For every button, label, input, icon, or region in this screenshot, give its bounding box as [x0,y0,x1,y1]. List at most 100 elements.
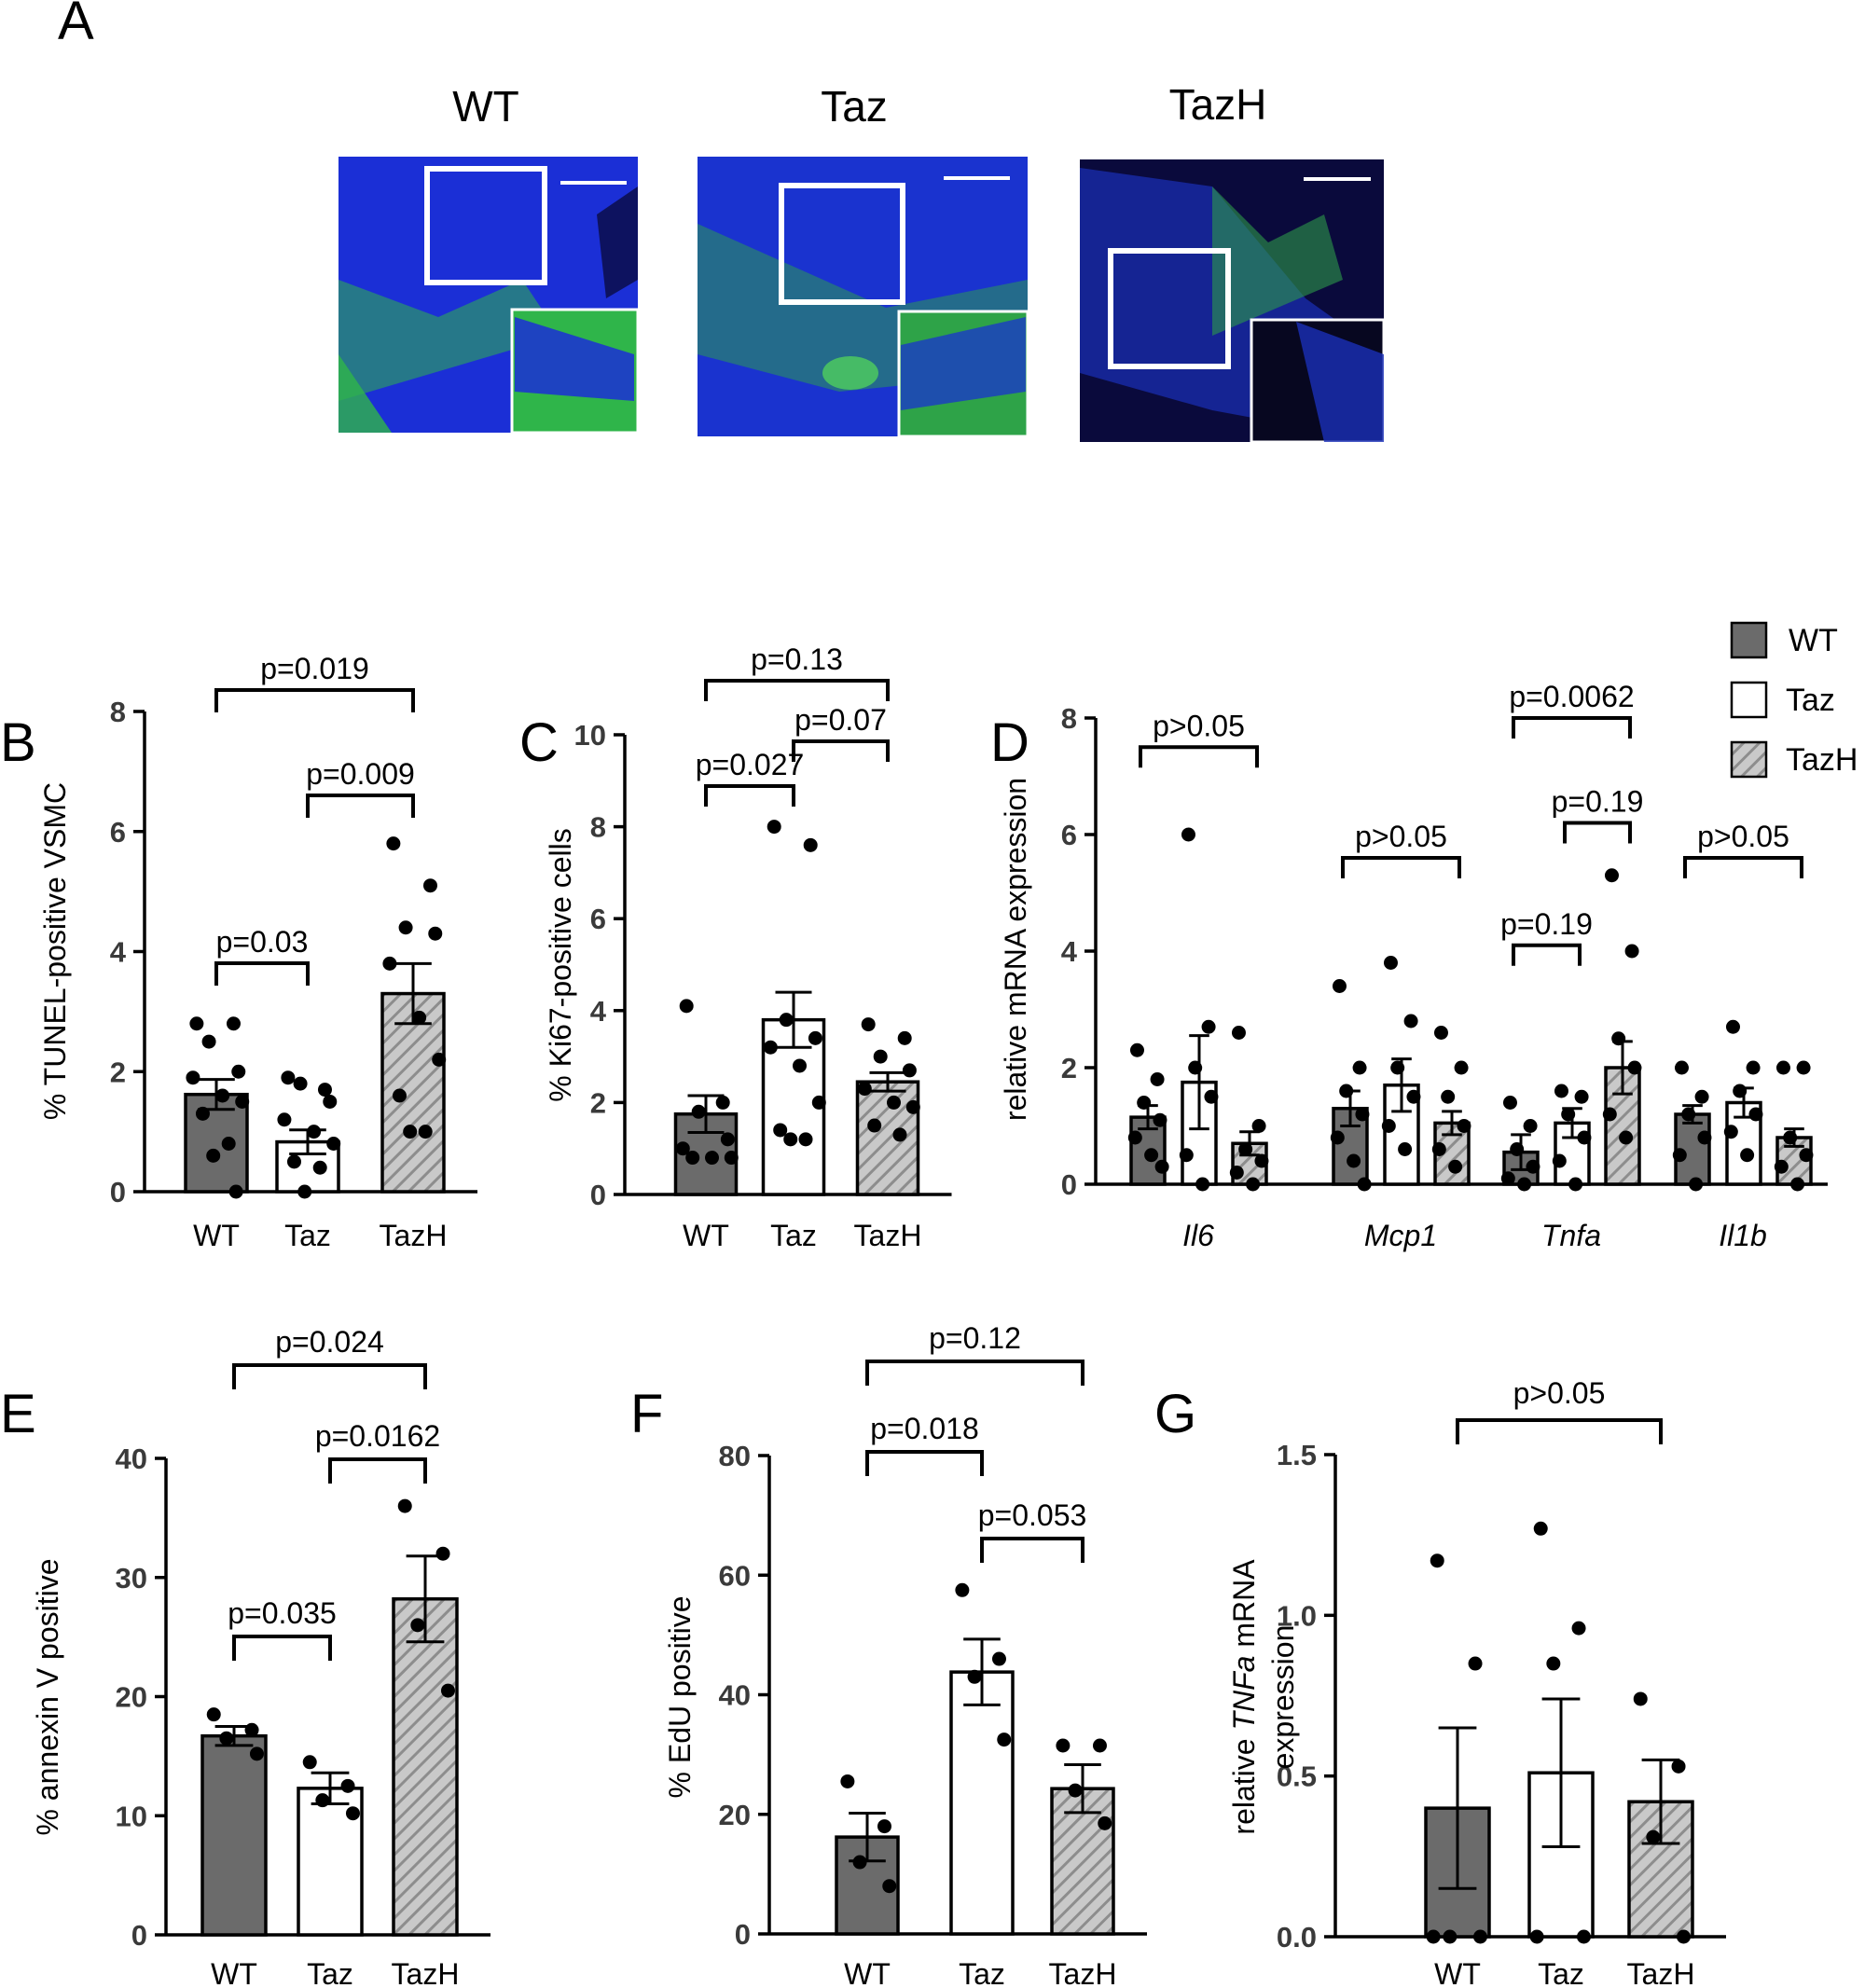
data-point [1330,1130,1345,1145]
y-tick-label: 0.0 [1277,1921,1317,1953]
panel-letter-a: A [58,0,94,51]
data-point [1546,1656,1561,1671]
significance-bracket [980,1537,1084,1563]
data-point [1627,1060,1642,1075]
data-point [1681,1107,1696,1122]
significance-bracket [214,961,310,986]
data-point [440,1683,455,1698]
data-point [852,1855,867,1870]
data-point [1799,1148,1814,1163]
data-point [1472,1929,1487,1944]
data-point [1056,1738,1071,1753]
data-point [1251,1119,1266,1133]
data-point [793,1058,807,1073]
data-point [1510,1142,1525,1156]
data-point [1457,1119,1471,1133]
data-point [312,1160,327,1175]
data-point [1441,1089,1456,1104]
data-point [1561,1107,1576,1122]
category-label: Taz [1538,1957,1584,1988]
data-point [1502,1096,1517,1110]
data-point [281,1070,296,1085]
data-point [1725,1019,1740,1034]
data-point [1723,1125,1738,1139]
data-point [779,1013,794,1028]
panel-f: F 0 20 40 60 80 % EdU positive WT Taz TazH p=0.12 p… [630,1321,1147,1988]
significance-bracket [1563,821,1632,844]
significance-bracket [214,688,415,712]
panel-letter-c: C [519,712,559,773]
data-point [1783,1130,1798,1145]
data-point [1357,1177,1372,1192]
p-value-label: p=0.0162 [315,1419,440,1453]
category-label: Mcp1 [1364,1219,1437,1252]
y-axis-label: relative mRNA expression [999,778,1032,1121]
y-tick-label: 8 [590,811,606,844]
legend-label-tazh: TazH [1786,742,1858,778]
data-point [1246,1177,1261,1192]
data-point [398,920,413,935]
zoom-box-tazh [1108,248,1231,369]
data-point [1697,1130,1712,1145]
data-point [1533,1521,1548,1536]
data-point [861,1017,876,1032]
panel-c: C 0 2 4 6 8 10 % Ki67-positive cells WT Taz TazH p=… [519,642,952,1252]
p-value-label: p=0.027 [696,748,805,781]
data-point [773,1123,788,1138]
data-point [382,956,397,971]
data-point [1774,1159,1789,1174]
data-point [206,1707,221,1722]
panel-letter-e: E [0,1384,36,1444]
data-point [397,1498,412,1513]
data-point [1604,868,1619,883]
significance-bracket [1341,856,1461,878]
data-point [1195,1177,1210,1192]
data-point [186,1070,200,1085]
p-value-label: p=0.13 [751,642,843,676]
significance-bracket [306,794,415,818]
y-tick-label: 4 [110,936,127,969]
legend-swatch-wt [1730,621,1768,659]
significance-bracket [1683,856,1803,878]
y-tick-label: 20 [719,1799,751,1831]
significance-bracket [792,739,890,762]
data-point [1523,1119,1538,1133]
data-point [1137,1096,1152,1110]
significance-bracket [232,1635,332,1661]
y-tick-label: 2 [590,1086,606,1119]
data-point [1796,1060,1811,1075]
data-point [763,1040,778,1055]
data-point [811,1095,826,1110]
category-label: WT [683,1219,729,1252]
data-point [1433,1026,1448,1040]
data-point [1068,1783,1083,1798]
data-point [882,1879,897,1894]
y-tick-label: 40 [116,1443,147,1475]
p-value-label: p=0.019 [260,652,369,685]
data-point [1694,1089,1709,1104]
micrograph-taz: Taz [698,82,1029,438]
legend-label-wt: WT [1789,623,1838,658]
data-point [892,1127,907,1142]
data-point [206,1148,221,1163]
data-point [1619,1130,1634,1145]
category-label: Tnfa [1541,1219,1601,1252]
data-point [1443,1929,1457,1944]
data-point [340,1778,355,1793]
data-point [286,1154,301,1169]
panel-b: B 0 2 4 6 8 % TUNEL-positive VSMC WT Taz TazH p=0.… [0,652,477,1252]
data-point [235,1094,250,1109]
y-axis-label: relative TNFa mRNA [1227,1559,1261,1835]
data-point [392,1088,407,1103]
significance-bracket [1512,943,1582,966]
category-label: TazH [1049,1957,1117,1988]
p-value-label: p=0.024 [275,1325,384,1359]
p-value-label: p=0.035 [228,1596,337,1630]
category-label: WT [1434,1957,1481,1988]
data-point [1748,1107,1763,1122]
category-label: Taz [284,1219,331,1252]
data-point [228,1184,243,1199]
data-point [215,1088,230,1103]
y-tick-label: 0.5 [1277,1760,1317,1793]
